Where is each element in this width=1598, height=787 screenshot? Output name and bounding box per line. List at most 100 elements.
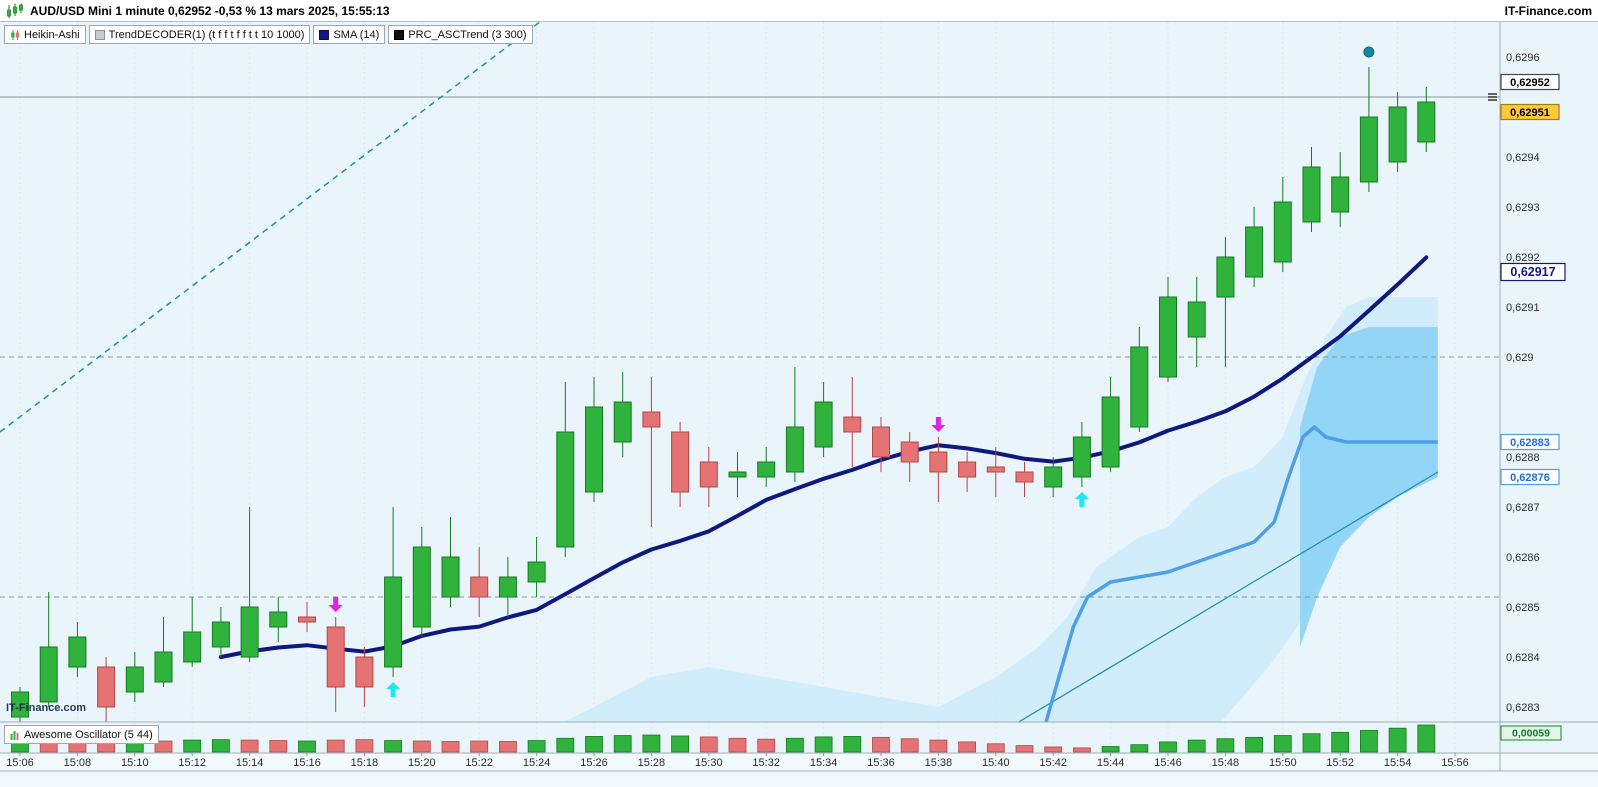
- awesome-oscillator-pane: [11, 724, 1436, 753]
- ao-bar: [671, 735, 689, 753]
- candle-bearish[interactable]: [929, 451, 948, 473]
- candle-bearish[interactable]: [326, 626, 345, 688]
- candle-bullish[interactable]: [412, 546, 431, 628]
- candle-bullish[interactable]: [1130, 346, 1149, 428]
- legend-item-sma[interactable]: SMA (14): [313, 25, 386, 44]
- candle-bullish[interactable]: [1417, 101, 1436, 143]
- ao-bar: [556, 737, 575, 753]
- candle-bullish[interactable]: [1216, 256, 1235, 298]
- candle-bullish[interactable]: [1044, 466, 1063, 488]
- candle-bullish[interactable]: [1331, 176, 1350, 213]
- ao-bar: [699, 736, 718, 753]
- candle-bullish[interactable]: [11, 691, 29, 718]
- candle-bullish[interactable]: [728, 471, 747, 478]
- candle-bullish[interactable]: [384, 576, 403, 668]
- legend-item-label: PRC_ASCTrend (3 300): [408, 28, 527, 41]
- ao-bar: [958, 741, 976, 753]
- ao-bar: [728, 737, 747, 753]
- candle-bullish[interactable]: [183, 631, 202, 663]
- candle-bullish[interactable]: [814, 401, 833, 448]
- candle-bearish[interactable]: [1015, 471, 1034, 483]
- price-badge: [1500, 103, 1560, 121]
- trenddecoder-cloud-strong: [1300, 327, 1438, 647]
- candle-bearish[interactable]: [986, 466, 1005, 473]
- candle-bullish[interactable]: [1187, 301, 1206, 338]
- candle-bullish[interactable]: [441, 556, 460, 598]
- candle-bullish[interactable]: [68, 636, 87, 668]
- candle-bullish[interactable]: [269, 611, 288, 628]
- candle-bullish[interactable]: [527, 561, 546, 583]
- candle-bullish[interactable]: [125, 666, 144, 693]
- candle-bullish[interactable]: [1302, 166, 1321, 223]
- time-tick-label: 15:56: [1441, 757, 1469, 769]
- candle-bullish[interactable]: [613, 401, 632, 443]
- candle-bullish[interactable]: [1072, 436, 1091, 478]
- candle-bullish[interactable]: [785, 426, 804, 473]
- candle-bearish[interactable]: [900, 441, 919, 463]
- candle-bearish[interactable]: [355, 656, 374, 688]
- ao-indicator-legend[interactable]: Awesome Oscillator (5 44): [4, 725, 159, 744]
- ao-bar: [843, 736, 862, 753]
- candle-bullish[interactable]: [1359, 116, 1378, 183]
- candle-bearish[interactable]: [843, 416, 862, 433]
- buy-arrow-icon: [386, 682, 401, 697]
- ao-bar: [642, 734, 661, 753]
- ao-bar: [1015, 745, 1034, 753]
- last-price-marker[interactable]: [1488, 93, 1497, 101]
- candle-bearish[interactable]: [671, 431, 690, 493]
- candle-bearish[interactable]: [642, 411, 661, 428]
- time-tick-label: 15:38: [925, 757, 953, 769]
- candle-bullish[interactable]: [1101, 396, 1120, 468]
- ao-bar: [384, 740, 403, 753]
- signal-markers: [328, 46, 1375, 697]
- brand-label: IT-Finance.com: [1504, 3, 1592, 18]
- candle-bearish[interactable]: [470, 576, 489, 598]
- ao-legend-label: Awesome Oscillator (5 44): [24, 728, 153, 741]
- time-tick-label: 15:42: [1039, 757, 1067, 769]
- candle-bullish[interactable]: [585, 406, 603, 493]
- time-tick-label: 15:22: [465, 757, 493, 769]
- legend-item-trenddecoder[interactable]: TrendDECODER(1) (t f f t f f t t 10 1000…: [88, 25, 311, 44]
- candle-bearish[interactable]: [97, 666, 116, 708]
- price-badge: [1500, 73, 1560, 91]
- legend-item-asctrend[interactable]: PRC_ASCTrend (3 300): [388, 25, 533, 44]
- price-axis[interactable]: 0,6296 0,6294 0,6293 0,6292 0,6291 0,629 0,628…: [1500, 52, 1566, 741]
- candle-bullish[interactable]: [1245, 226, 1264, 278]
- time-tick-label: 15:10: [121, 757, 149, 769]
- ao-bar: [183, 739, 202, 753]
- ao-bar: [786, 737, 804, 753]
- candle-bearish[interactable]: [699, 461, 718, 488]
- ao-bar: [1073, 747, 1091, 753]
- price-tick-label: 0,6285: [1506, 602, 1540, 614]
- candle-bullish[interactable]: [39, 646, 58, 703]
- time-tick-label: 15:32: [752, 757, 780, 769]
- candle-bullish[interactable]: [556, 431, 575, 548]
- asctrend-dot-icon: [1363, 46, 1375, 58]
- ao-bar: [1417, 724, 1436, 753]
- candle-bullish[interactable]: [1388, 106, 1407, 163]
- time-axis[interactable]: 15:06 15:08 15:10 15:12 15:14 15:16 15:18 15:20…: [6, 753, 1469, 769]
- candle-bearish[interactable]: [872, 426, 890, 458]
- chart-watermark: IT-Finance.com: [6, 702, 87, 714]
- price-badge-value: 0,62883: [1510, 437, 1550, 449]
- asctrend-icon: [394, 29, 405, 40]
- candle-bullish[interactable]: [1159, 296, 1177, 378]
- price-tick-label: 0,6294: [1506, 152, 1540, 164]
- candle-bearish[interactable]: [298, 616, 316, 623]
- candle-bullish[interactable]: [757, 461, 776, 478]
- candle-bullish[interactable]: [240, 606, 259, 658]
- legend-item-label: SMA (14): [333, 28, 380, 41]
- ao-bar: [1388, 727, 1407, 753]
- candle-bearish[interactable]: [958, 461, 977, 478]
- candle-bullish[interactable]: [1273, 201, 1292, 263]
- ao-bar: [1044, 746, 1063, 753]
- ao-bar: [872, 736, 890, 753]
- ao-bar: [1101, 746, 1120, 753]
- dashed-trendline[interactable]: [0, 7, 560, 433]
- candle-bullish[interactable]: [154, 651, 173, 683]
- legend-item-heikin-ashi[interactable]: Heikin-Ashi: [4, 25, 86, 44]
- candle-bullish[interactable]: [498, 576, 517, 598]
- candle-bullish[interactable]: [211, 621, 230, 648]
